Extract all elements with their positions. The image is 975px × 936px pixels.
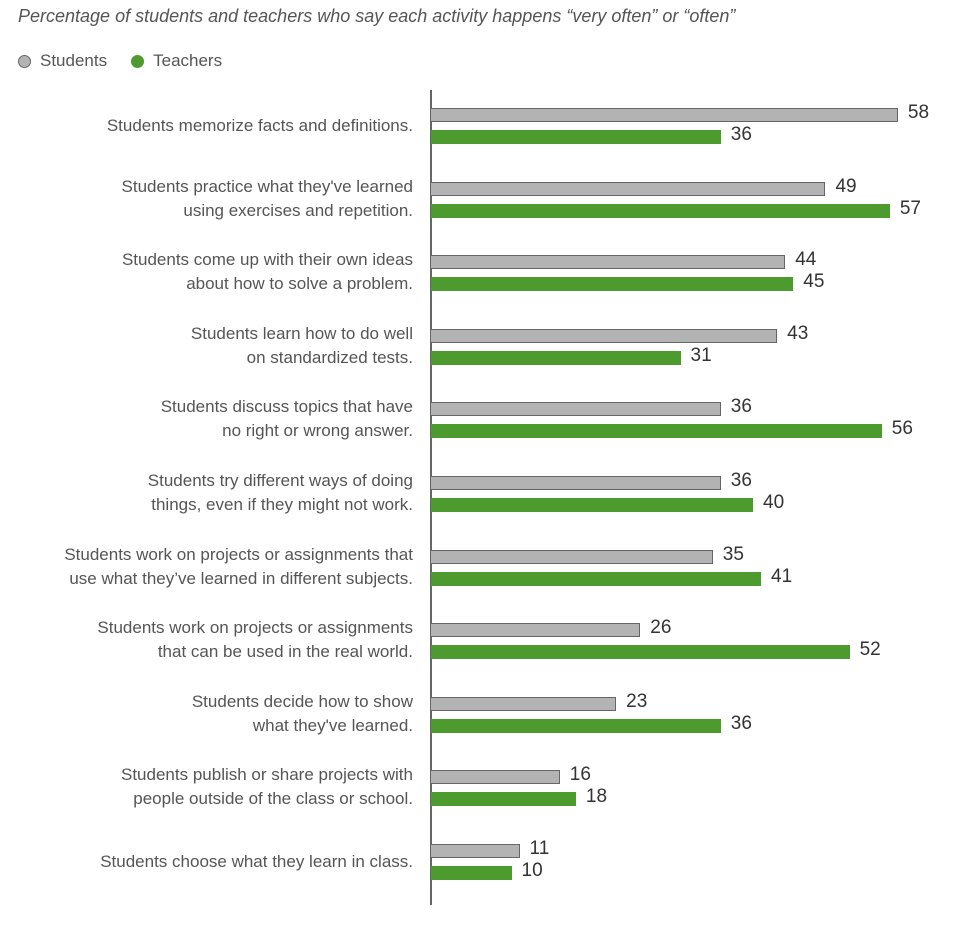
students-value-label: 36 (730, 396, 752, 418)
students-bar (431, 549, 713, 564)
teachers-bar (431, 718, 721, 733)
teachers-bar (431, 277, 794, 292)
students-value-label: 35 (722, 543, 744, 565)
category-label: Students work on projects or assignments… (64, 544, 413, 588)
teachers-value-label: 45 (803, 271, 825, 293)
teachers-swatch-icon (131, 54, 145, 68)
students-value-label: 43 (787, 322, 809, 344)
teachers-bar (431, 130, 721, 144)
category-label: Students work on projects or assignments… (97, 618, 413, 662)
bar-group: Students learn how to do well on standard… (0, 323, 975, 388)
category-label: Students memorize facts and definitions. (106, 116, 413, 135)
students-value-label: 58 (907, 102, 930, 123)
bar-group: Students memorize facts and definitions.… (0, 103, 975, 167)
bar-group: Students discuss topics that have no righ… (0, 397, 975, 461)
teachers-value-label: 40 (763, 492, 785, 513)
legend: Students Teachers (18, 51, 246, 71)
teachers-bar (431, 645, 850, 660)
students-bar (431, 476, 721, 490)
legend-label-students: Students (40, 51, 108, 70)
teachers-bar (431, 571, 762, 586)
category-label: Students try different ways of doing thin… (147, 471, 413, 514)
legend-item-students: Students (18, 51, 107, 71)
students-value-label: 36 (730, 470, 752, 491)
bar-group: Students try different ways of doing thin… (0, 471, 975, 535)
students-bar (431, 623, 641, 638)
teachers-value-label: 36 (730, 712, 752, 734)
students-bar (431, 181, 826, 196)
students-bar (431, 844, 520, 858)
students-value-label: 23 (626, 690, 648, 712)
students-bar (431, 328, 778, 343)
teachers-value-label: 41 (771, 565, 793, 587)
students-value-label: 49 (835, 175, 857, 197)
students-value-label: 44 (795, 249, 817, 271)
teachers-bar (431, 792, 576, 807)
students-value-label: 26 (650, 617, 672, 639)
category-label: Students publish or share projects with p… (121, 765, 413, 809)
teachers-bar (431, 498, 753, 512)
students-value-label: 11 (529, 838, 550, 859)
students-bar (431, 255, 786, 270)
teachers-bar (431, 203, 890, 218)
bar-group: Students decide how to show what they've … (0, 691, 975, 756)
legend-label-teachers: Teachers (153, 51, 223, 70)
students-value-label: 16 (569, 764, 591, 786)
bar-group: Students work on projects or assignments… (0, 544, 975, 609)
teachers-value-label: 18 (585, 786, 608, 808)
category-label: Students decide how to show what they've … (191, 691, 413, 735)
category-label: Students choose what they learn in class… (100, 852, 413, 871)
chart-title: Percentage of students and teachers who … (18, 6, 736, 26)
legend-item-teachers: Teachers (131, 51, 222, 71)
teachers-value-label: 10 (521, 860, 543, 881)
bar-group: Students practice what they've learned us… (0, 176, 975, 241)
y-axis-line (430, 90, 432, 905)
students-bar (431, 770, 560, 785)
category-label: Students discuss topics that have no righ… (160, 397, 413, 441)
category-label: Students come up with their own ideas abo… (121, 250, 413, 294)
teachers-bar (431, 424, 882, 439)
bar-group: Students choose what they learn in class… (0, 839, 975, 903)
students-bar (431, 696, 617, 711)
bar-group: Students publish or share projects with p… (0, 765, 975, 829)
category-label: Students practice what they've learned us… (121, 176, 413, 220)
teachers-bar (431, 350, 681, 365)
teachers-value-label: 56 (891, 418, 913, 440)
students-bar (431, 402, 721, 417)
teachers-bar (431, 866, 512, 880)
bar-group: Students come up with their own ideas abo… (0, 250, 975, 314)
category-label: Students learn how to do well on standard… (190, 323, 413, 367)
students-bar (431, 108, 898, 122)
students-swatch-icon (18, 54, 31, 68)
teachers-value-label: 36 (730, 124, 752, 145)
teachers-value-label: 57 (899, 197, 921, 219)
bar-group: Students work on projects or assignments… (0, 618, 975, 682)
teachers-value-label: 52 (859, 639, 881, 661)
teachers-value-label: 31 (690, 344, 712, 366)
